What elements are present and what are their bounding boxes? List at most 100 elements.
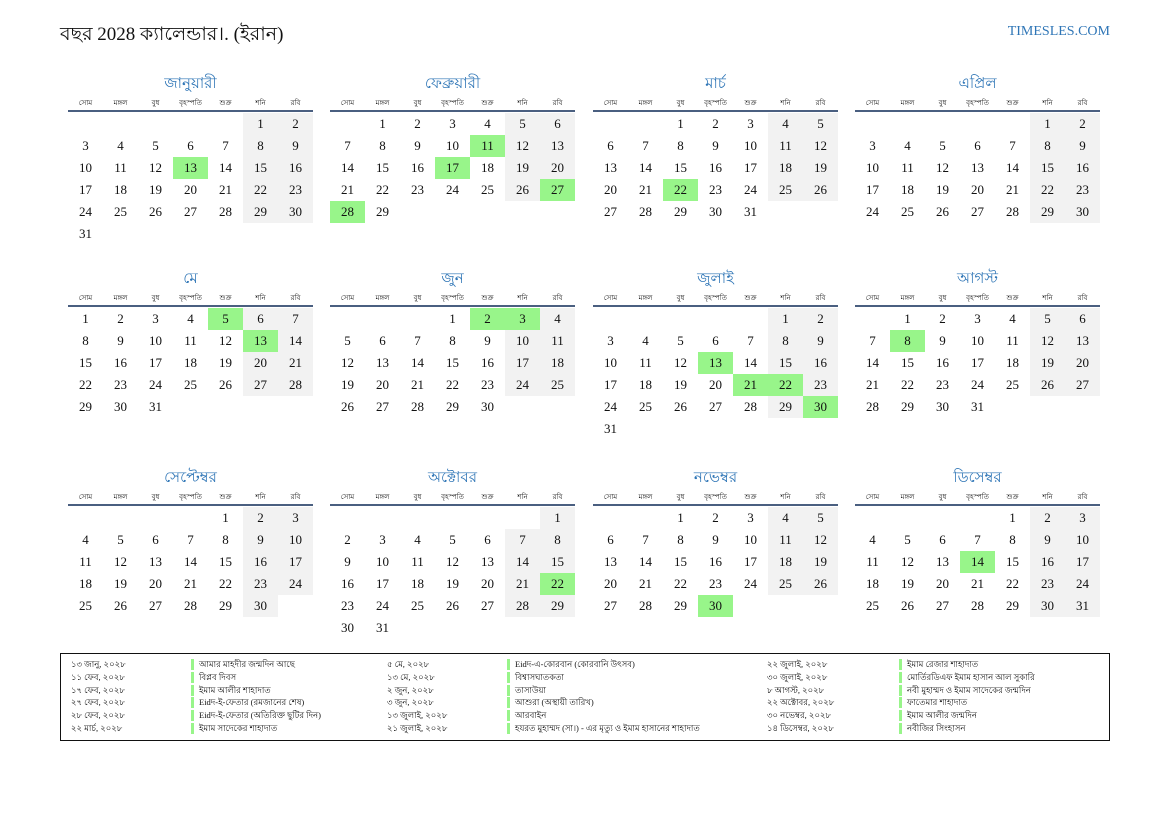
day-cell[interactable]: 27	[709, 399, 722, 414]
day-cell[interactable]: 30	[278, 201, 313, 223]
day-cell[interactable]: 13	[376, 355, 389, 370]
day-cell[interactable]: 22	[901, 377, 914, 392]
day-cell[interactable]: 6	[1065, 308, 1100, 330]
day-cell[interactable]: 9	[117, 333, 124, 348]
day-cell[interactable]: 27	[604, 598, 617, 613]
day-cell[interactable]: 25	[639, 399, 652, 414]
day-cell[interactable]: 14	[866, 355, 879, 370]
day-cell[interactable]: 7	[747, 333, 754, 348]
day-cell[interactable]: 10	[744, 138, 757, 153]
day-cell[interactable]: 30	[803, 396, 838, 418]
day-cell[interactable]: 29	[376, 204, 389, 219]
day-cell[interactable]: 3	[278, 507, 313, 529]
day-cell[interactable]: 7	[642, 138, 649, 153]
day-cell[interactable]: 18	[768, 157, 803, 179]
day-cell[interactable]: 22	[540, 573, 575, 595]
day-cell[interactable]: 24	[446, 182, 459, 197]
day-cell[interactable]: 26	[114, 598, 127, 613]
day-cell[interactable]: 8	[82, 333, 89, 348]
day-cell[interactable]: 2	[470, 308, 505, 330]
day-cell[interactable]: 17	[505, 352, 540, 374]
day-cell[interactable]: 2	[243, 507, 278, 529]
day-cell[interactable]: 25	[114, 204, 127, 219]
day-cell[interactable]: 27	[971, 204, 984, 219]
day-cell[interactable]: 6	[540, 113, 575, 135]
day-cell[interactable]: 15	[243, 157, 278, 179]
day-cell[interactable]: 1	[449, 311, 456, 326]
day-cell[interactable]: 24	[604, 399, 617, 414]
day-cell[interactable]: 12	[936, 160, 949, 175]
day-cell[interactable]: 9	[803, 330, 838, 352]
day-cell[interactable]: 13	[481, 554, 494, 569]
day-cell[interactable]: 4	[904, 138, 911, 153]
day-cell[interactable]: 24	[79, 204, 92, 219]
day-cell[interactable]: 23	[243, 573, 278, 595]
day-cell[interactable]: 3	[747, 116, 754, 131]
day-cell[interactable]: 2	[117, 311, 124, 326]
day-cell[interactable]: 10	[505, 330, 540, 352]
day-cell[interactable]: 26	[505, 179, 540, 201]
day-cell[interactable]: 18	[79, 576, 92, 591]
day-cell[interactable]: 12	[149, 160, 162, 175]
day-cell[interactable]: 20	[243, 352, 278, 374]
day-cell[interactable]: 4	[869, 532, 876, 547]
day-cell[interactable]: 24	[971, 377, 984, 392]
day-cell[interactable]: 31	[1065, 595, 1100, 617]
day-cell[interactable]: 8	[243, 135, 278, 157]
day-cell[interactable]: 4	[484, 116, 491, 131]
day-cell[interactable]: 11	[411, 554, 424, 569]
day-cell[interactable]: 8	[890, 330, 925, 352]
day-cell[interactable]: 12	[674, 355, 687, 370]
day-cell[interactable]: 4	[1009, 311, 1016, 326]
day-cell[interactable]: 14	[1006, 160, 1019, 175]
day-cell[interactable]: 19	[149, 182, 162, 197]
day-cell[interactable]: 4	[414, 532, 421, 547]
day-cell[interactable]: 22	[446, 377, 459, 392]
day-cell[interactable]: 3	[379, 532, 386, 547]
day-cell[interactable]: 18	[1006, 355, 1019, 370]
day-cell[interactable]: 19	[114, 576, 127, 591]
day-cell[interactable]: 30	[709, 204, 722, 219]
day-cell[interactable]: 25	[901, 204, 914, 219]
day-cell[interactable]: 25	[481, 182, 494, 197]
day-cell[interactable]: 30	[698, 595, 733, 617]
day-cell[interactable]: 10	[604, 355, 617, 370]
day-cell[interactable]: 13	[173, 157, 208, 179]
day-cell[interactable]: 10	[744, 532, 757, 547]
day-cell[interactable]: 16	[936, 355, 949, 370]
day-cell[interactable]: 15	[768, 352, 803, 374]
day-cell[interactable]: 14	[639, 160, 652, 175]
day-cell[interactable]: 17	[278, 551, 313, 573]
day-cell[interactable]: 10	[971, 333, 984, 348]
day-cell[interactable]: 11	[540, 330, 575, 352]
day-cell[interactable]: 3	[1065, 507, 1100, 529]
day-cell[interactable]: 28	[866, 399, 879, 414]
day-cell[interactable]: 21	[971, 576, 984, 591]
day-cell[interactable]: 29	[79, 399, 92, 414]
day-cell[interactable]: 3	[152, 311, 159, 326]
day-cell[interactable]: 24	[505, 374, 540, 396]
day-cell[interactable]: 20	[604, 182, 617, 197]
day-cell[interactable]: 29	[1030, 201, 1065, 223]
day-cell[interactable]: 7	[974, 532, 981, 547]
day-cell[interactable]: 20	[1065, 352, 1100, 374]
day-cell[interactable]: 30	[114, 399, 127, 414]
day-cell[interactable]: 30	[1065, 201, 1100, 223]
day-cell[interactable]: 24	[744, 182, 757, 197]
day-cell[interactable]: 9	[243, 529, 278, 551]
day-cell[interactable]: 29	[901, 399, 914, 414]
day-cell[interactable]: 9	[1065, 135, 1100, 157]
day-cell[interactable]: 10	[1065, 529, 1100, 551]
day-cell[interactable]: 13	[149, 554, 162, 569]
day-cell[interactable]: 10	[149, 333, 162, 348]
day-cell[interactable]: 27	[149, 598, 162, 613]
day-cell[interactable]: 7	[869, 333, 876, 348]
day-cell[interactable]: 27	[1065, 374, 1100, 396]
day-cell[interactable]: 15	[674, 554, 687, 569]
day-cell[interactable]: 7	[642, 532, 649, 547]
day-cell[interactable]: 8	[449, 333, 456, 348]
day-cell[interactable]: 8	[1009, 532, 1016, 547]
day-cell[interactable]: 19	[901, 576, 914, 591]
day-cell[interactable]: 15	[1006, 554, 1019, 569]
day-cell[interactable]: 16	[411, 160, 424, 175]
